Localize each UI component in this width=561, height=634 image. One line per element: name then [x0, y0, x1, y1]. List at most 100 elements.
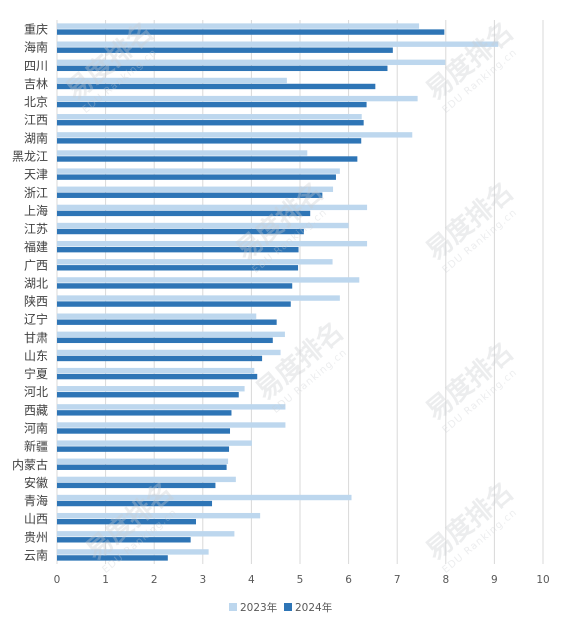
bar-series-1: [57, 367, 255, 374]
bar-series-1: [57, 222, 349, 229]
category-label: 天津: [24, 168, 48, 182]
category-label: 西藏: [24, 403, 48, 417]
category-label: 河北: [24, 385, 48, 399]
bar-series-1: [57, 186, 334, 192]
bar-series-2: [57, 464, 227, 470]
bar-series-1: [57, 259, 333, 265]
x-tick-label: 8: [442, 574, 449, 586]
bar-series-1: [57, 23, 420, 29]
x-tick-label: 0: [54, 574, 61, 586]
bar-series-1: [57, 349, 281, 356]
bar-series-1: [57, 422, 286, 428]
bar-series-1: [57, 458, 229, 464]
x-tick-label: 5: [297, 574, 304, 586]
category-label: 河南: [24, 421, 48, 436]
bar-series-1: [57, 240, 368, 247]
x-tick-label: 2: [151, 574, 158, 586]
x-tick-label: 10: [536, 574, 549, 586]
legend-label: 2023年: [240, 601, 277, 614]
bar-series-1: [57, 331, 285, 338]
bar-series-2: [57, 120, 364, 126]
bar-series-1: [57, 77, 287, 84]
category-label: 广西: [24, 258, 48, 272]
category-label: 黑龙江: [12, 150, 48, 164]
category-label: 内蒙古: [12, 457, 48, 472]
bar-series-2: [57, 555, 168, 561]
bar-series-2: [57, 283, 293, 289]
category-label: 贵州: [24, 530, 48, 544]
bar-series-1: [57, 114, 362, 120]
bar-series-2: [57, 337, 273, 344]
category-label: 江西: [24, 113, 48, 127]
category-label: 海南: [24, 40, 48, 55]
category-label: 重庆: [24, 23, 48, 37]
category-label: 山西: [24, 512, 48, 526]
bar-series-1: [57, 549, 209, 555]
bar-series-1: [57, 313, 257, 319]
bar-series-2: [57, 101, 367, 108]
bar-series-2: [57, 446, 230, 452]
bar-series-1: [57, 168, 340, 174]
bar-series-2: [57, 138, 362, 144]
bar-series-2: [57, 500, 213, 507]
bar-series-1: [57, 531, 235, 537]
bar-series-1: [57, 59, 446, 66]
bar-series-2: [57, 210, 311, 217]
bar-series-2: [57, 228, 304, 235]
legend-label: 2024年: [295, 601, 332, 614]
bar-series-2: [57, 355, 263, 362]
bar-series-1: [57, 440, 252, 446]
bar-series-1: [57, 295, 340, 301]
category-label: 甘肃: [24, 331, 48, 345]
bar-series-2: [57, 65, 388, 72]
bar-series-1: [57, 95, 418, 102]
bar-series-2: [57, 246, 299, 253]
category-label: 吉林: [24, 77, 48, 91]
bar-series-1: [57, 277, 360, 283]
bar-series-2: [57, 301, 291, 307]
category-label: 云南: [24, 547, 48, 562]
bar-series-2: [57, 192, 323, 198]
bar-series-2: [57, 29, 445, 35]
category-label: 山东: [24, 349, 48, 363]
bar-series-2: [57, 156, 358, 162]
legend-swatch: [229, 603, 237, 611]
bar-series-2: [57, 174, 336, 180]
bar-series-2: [57, 518, 196, 525]
bar-series-2: [57, 537, 191, 543]
bar-series-2: [57, 319, 277, 325]
category-label: 宁夏: [24, 366, 48, 381]
category-label: 青海: [24, 493, 48, 508]
bar-series-2: [57, 265, 299, 271]
category-label: 湖北: [24, 275, 48, 290]
category-label: 北京: [24, 95, 48, 109]
bar-series-1: [57, 494, 352, 501]
bar-series-2: [57, 392, 239, 398]
category-label: 陕西: [24, 294, 48, 309]
category-label: 安徽: [24, 475, 48, 490]
category-label: 新疆: [24, 439, 48, 454]
bar-series-1: [57, 386, 245, 392]
category-label: 江苏: [24, 222, 48, 236]
x-tick-label: 3: [199, 574, 206, 586]
category-label: 福建: [24, 239, 48, 254]
bar-series-2: [57, 482, 216, 489]
bar-series-1: [57, 204, 368, 211]
bar-series-1: [57, 476, 236, 483]
x-tick-label: 9: [491, 574, 498, 586]
bar-series-2: [57, 410, 232, 416]
bar-series-1: [57, 404, 286, 410]
legend-swatch: [284, 603, 292, 611]
category-label: 浙江: [24, 186, 48, 200]
bar-series-1: [57, 132, 413, 138]
x-tick-label: 7: [394, 574, 401, 586]
bar-series-2: [57, 428, 231, 434]
bar-series-1: [57, 41, 499, 47]
category-label: 四川: [24, 59, 48, 73]
category-label: 辽宁: [24, 312, 48, 327]
bar-series-1: [57, 512, 261, 519]
category-label: 湖南: [24, 130, 48, 145]
category-label: 上海: [24, 203, 48, 218]
